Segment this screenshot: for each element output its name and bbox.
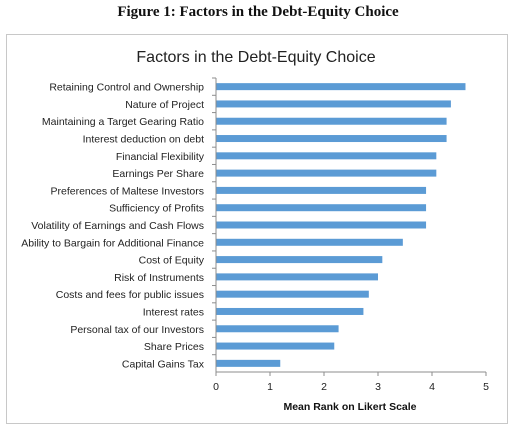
bar [216, 290, 369, 298]
bar [216, 359, 281, 367]
bar [216, 273, 378, 281]
bar [216, 204, 427, 212]
x-tick-label: 4 [429, 381, 435, 393]
chart-frame [6, 34, 508, 424]
x-tick-label: 3 [375, 381, 381, 393]
x-axis-title: Mean Rank on Likert Scale [283, 401, 416, 413]
bar [216, 117, 447, 125]
category-label: Interest deduction on debt [83, 134, 205, 146]
category-label: Risk of Instruments [114, 272, 204, 284]
x-tick-label: 5 [483, 381, 489, 393]
category-label: Volatility of Earnings and Cash Flows [31, 220, 204, 232]
chart-title: Factors in the Debt-Equity Choice [136, 49, 375, 66]
category-label: Share Prices [144, 341, 204, 353]
x-tick-label: 1 [267, 381, 273, 393]
category-label: Cost of Equity [139, 255, 205, 267]
category-label: Earnings Per Share [112, 168, 204, 180]
bar [216, 100, 451, 108]
category-label: Maintaining a Target Gearing Ratio [42, 116, 204, 128]
category-label: Preferences of Maltese Investors [51, 185, 205, 197]
bar [216, 238, 403, 246]
bar [216, 83, 466, 91]
category-label: Nature of Project [125, 99, 204, 111]
x-axis: 0 1 2 3 4 5 [212, 77, 489, 393]
bar [216, 342, 335, 350]
bar [216, 169, 437, 177]
bars-layer [216, 83, 466, 367]
category-label: Capital Gains Tax [122, 358, 205, 370]
category-label: Retaining Control and Ownership [49, 82, 204, 94]
category-label: Ability to Bargain for Additional Financ… [21, 237, 204, 249]
bar [216, 221, 427, 229]
bar [216, 256, 383, 264]
category-label: Interest rates [143, 306, 204, 318]
x-tick-label: 2 [321, 381, 327, 393]
bar [216, 135, 447, 143]
bar [216, 325, 339, 333]
category-label: Sufficiency of Profits [109, 203, 204, 215]
x-tick-label: 0 [213, 381, 219, 393]
bar [216, 186, 427, 194]
category-label: Financial Flexibility [116, 151, 205, 163]
category-labels: Retaining Control and Ownership Nature of… [21, 82, 204, 371]
category-label: Personal tax of our Investors [70, 324, 204, 336]
category-label: Costs and fees for public issues [56, 289, 204, 301]
figure-caption: Figure 1: Factors in the Debt-Equity Cho… [117, 4, 399, 20]
bar [216, 152, 437, 160]
bar [216, 307, 364, 315]
